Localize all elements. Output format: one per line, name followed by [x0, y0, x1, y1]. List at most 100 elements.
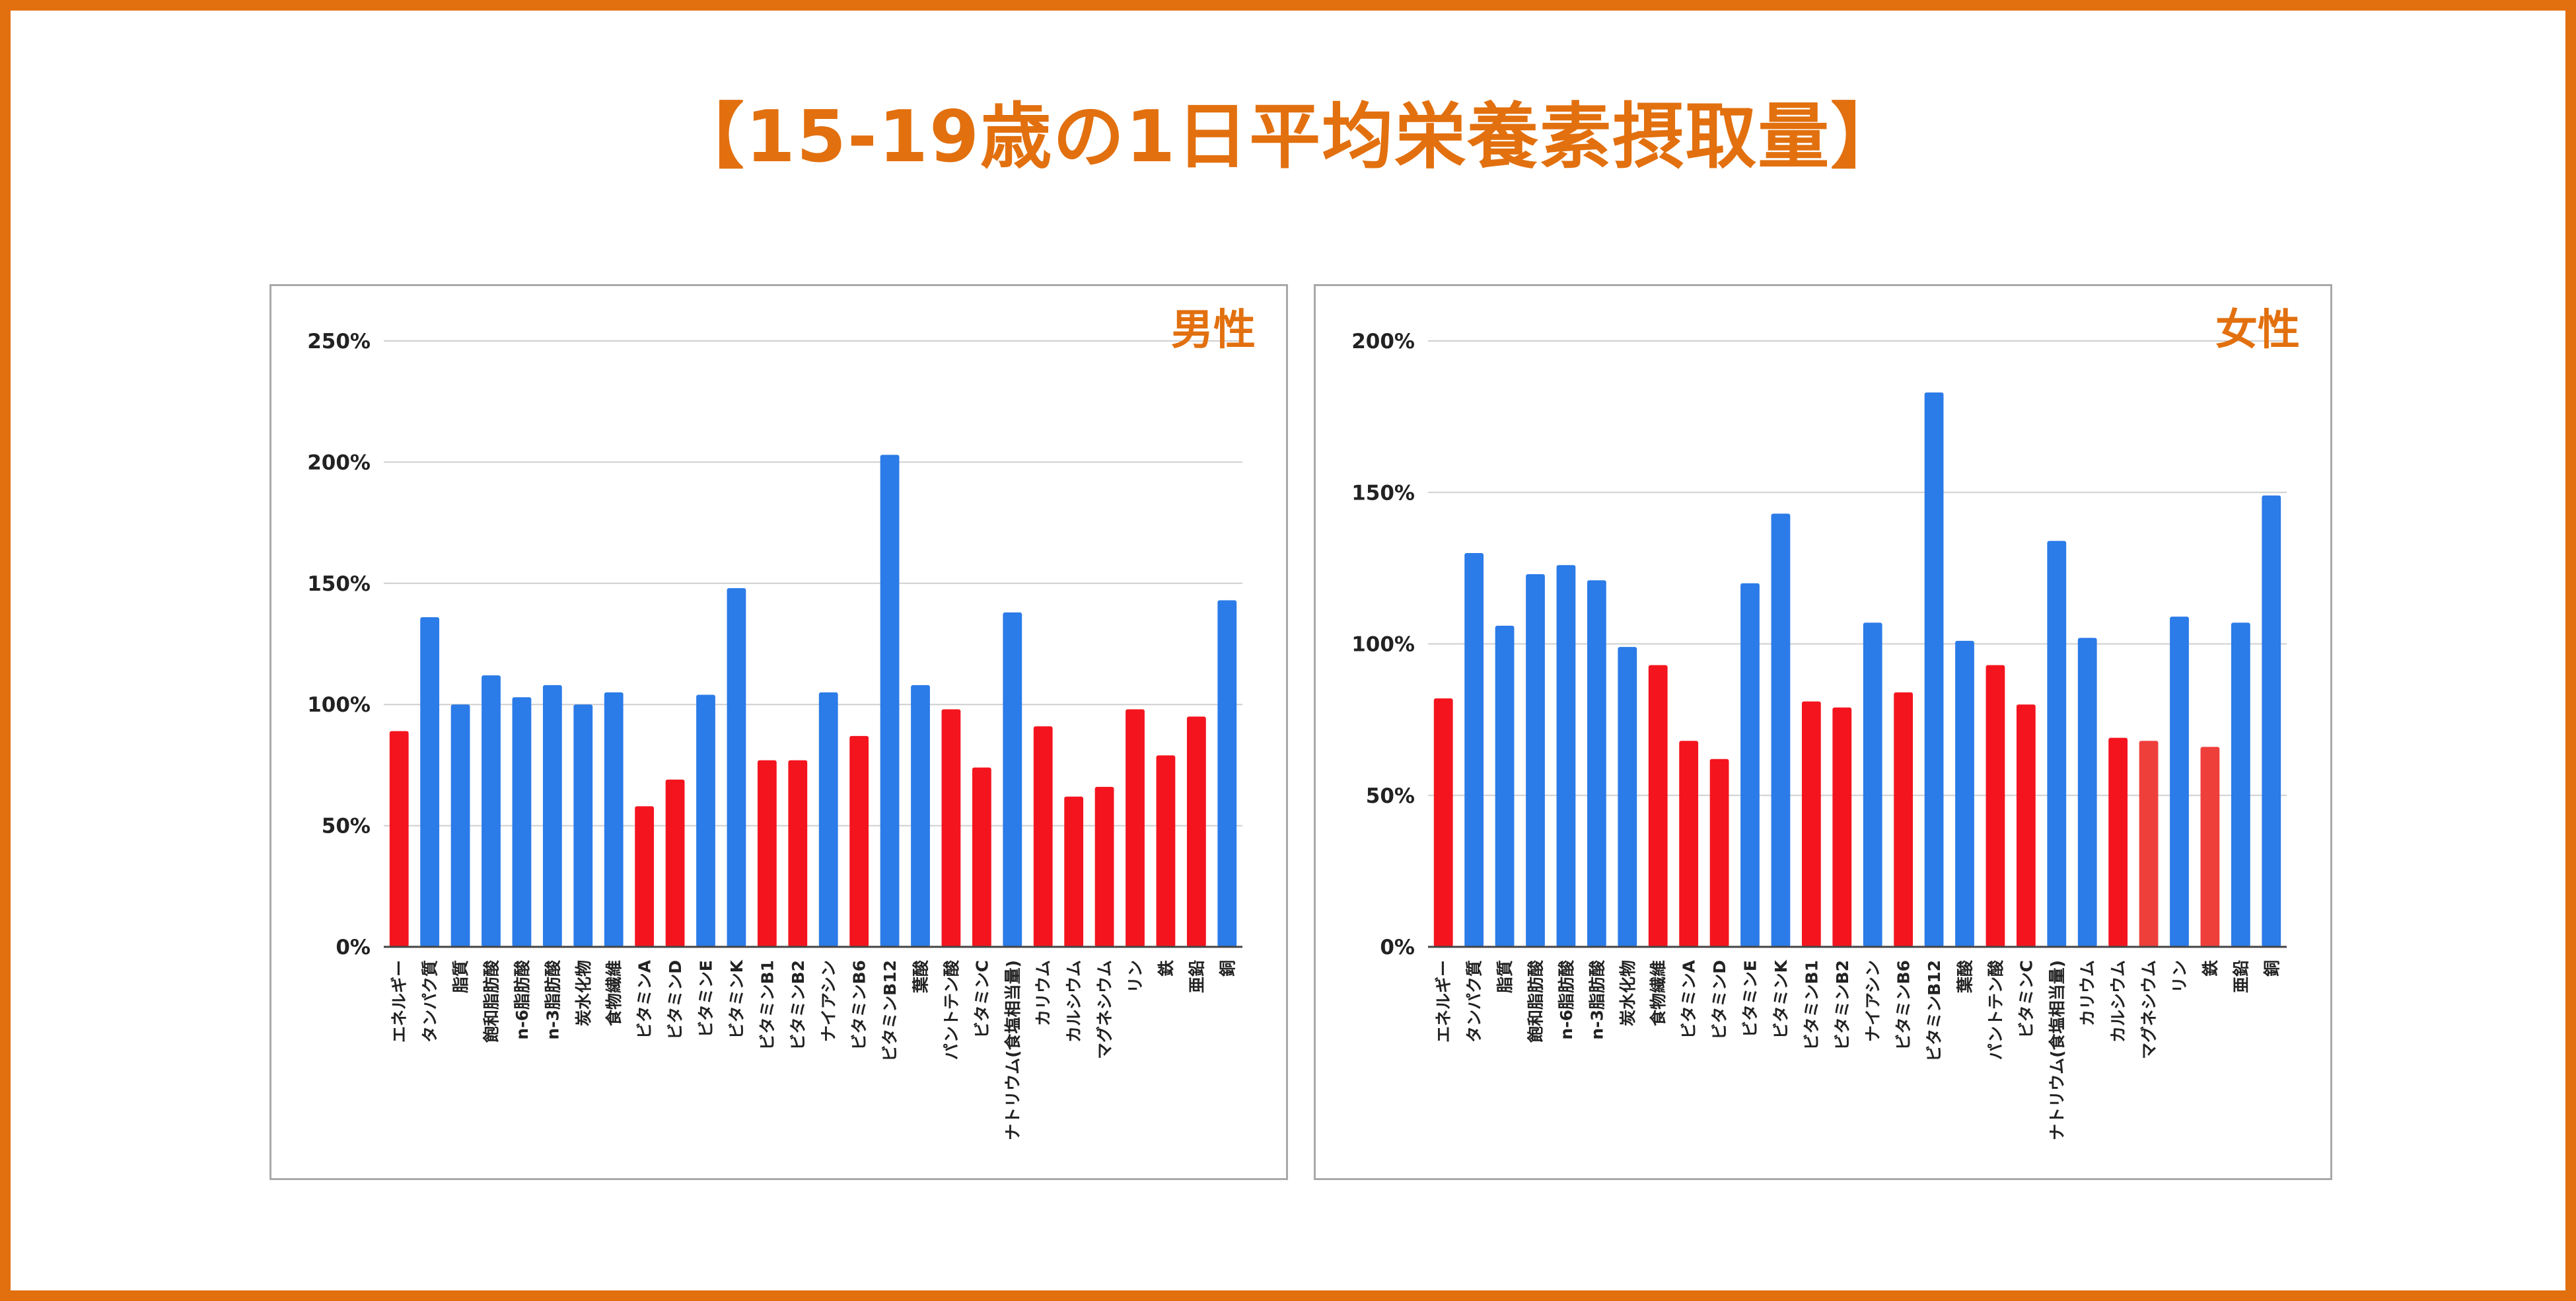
bar-ビタミンA: [635, 806, 655, 947]
x-tick-label: カリウム: [2078, 960, 2097, 1026]
x-tick-label: ビタミンB2: [1833, 960, 1852, 1050]
bar-ナトリウム(食塩相当量): [1003, 612, 1022, 947]
x-tick-label: パントテン酸: [1986, 959, 2005, 1060]
x-tick-label: ナイアシン: [819, 960, 838, 1042]
x-tick-label: リン: [2170, 960, 2190, 993]
bar-ビタミンB2: [1832, 707, 1852, 947]
x-tick-label: カルシウム: [1065, 960, 1084, 1043]
y-tick-label: 0%: [1380, 936, 1415, 959]
bar-カリウム: [1033, 726, 1053, 947]
page-title: 【15-19歳の1日平均栄養素摂取量】: [672, 96, 1904, 178]
bar-ビタミンE: [1740, 583, 1760, 947]
x-tick-label: n-3脂肪酸: [1587, 959, 1606, 1040]
x-tick-label: マグネシウム: [1095, 960, 1114, 1059]
bar-食物繊維: [1648, 665, 1668, 947]
x-tick-label: n-6脂肪酸: [1557, 959, 1576, 1040]
bar-ビタミンB6: [849, 735, 869, 947]
bar-n-6脂肪酸: [1556, 565, 1576, 947]
bar-葉酸: [1955, 640, 1974, 947]
y-tick-label: 50%: [322, 815, 371, 838]
bar-リン: [1126, 709, 1145, 947]
x-tick-label: ビタミンB6: [850, 960, 869, 1050]
bar-ビタミンE: [696, 694, 715, 947]
bar-ビタミンB1: [757, 760, 777, 947]
x-tick-label: ビタミンB12: [880, 960, 900, 1062]
x-tick-label: ビタミンB6: [1894, 960, 1914, 1050]
x-tick-label: ビタミンD: [666, 960, 685, 1040]
x-tick-label: n-3脂肪酸: [543, 959, 562, 1040]
x-tick-label: ナトリウム(食塩相当量): [2048, 960, 2067, 1140]
x-tick-label: 飽和脂肪酸: [1526, 959, 1546, 1043]
y-tick-label: 0%: [336, 936, 371, 959]
x-tick-label: エネルギー: [1434, 960, 1453, 1043]
male-chart-panel: 0% 50% 100% 150% 200% 250% エネルギー タンパク質 脂質 飽和脂肪酸 n-…: [269, 284, 1288, 1180]
y-tick-label: 100%: [1351, 633, 1415, 657]
x-tick-label: 脂質: [451, 960, 470, 993]
bar-葉酸: [911, 685, 930, 947]
y-tick-label: 100%: [307, 693, 371, 717]
bar-炭水化物: [1618, 647, 1637, 947]
chart-title: 男性: [1171, 306, 1256, 355]
x-tick-label: 食物繊維: [1649, 960, 1668, 1026]
x-tick-label: 食物繊維: [604, 960, 624, 1026]
x-tick-label: カルシウム: [2109, 960, 2128, 1043]
female-chart: 0% 50% 100% 150% 200% エネルギー タンパク質 脂質 飽和脂肪酸 n-6脂肪酸…: [1351, 306, 2300, 1140]
x-tick-label: 亜鉛: [2231, 960, 2250, 993]
y-tick-label: 200%: [307, 451, 371, 474]
bar-ビタミンB1: [1801, 701, 1821, 947]
x-tick-label: マグネシウム: [2139, 960, 2159, 1059]
x-tick-label: ビタミンC: [2017, 960, 2036, 1038]
x-tick-label: 鉄: [1157, 960, 1176, 977]
bar-ナイアシン: [818, 692, 838, 947]
chart-title: 女性: [2215, 306, 2300, 355]
bar-n-6脂肪酸: [512, 697, 532, 947]
bar-ビタミンB12: [1924, 392, 1944, 947]
bar-脂質: [1495, 625, 1515, 947]
bar-ナトリウム(食塩相当量): [2047, 540, 2067, 947]
x-tick-label: 脂質: [1495, 960, 1515, 993]
y-tick-label: 200%: [1351, 330, 1415, 353]
bar-ビタミンK: [727, 588, 746, 947]
x-tick-label: ビタミンD: [1710, 960, 1729, 1040]
x-tick-label: パントテン酸: [942, 959, 961, 1060]
x-tick-label: 銅: [2262, 960, 2281, 977]
x-tick-label: 銅: [1218, 960, 1237, 977]
bar-ビタミンC: [2016, 704, 2036, 947]
bar-パントテン酸: [941, 709, 961, 947]
bar-ビタミンA: [1679, 741, 1699, 947]
bar-パントテン酸: [1986, 665, 2005, 947]
y-tick-label: 150%: [1351, 481, 1415, 505]
x-tick-label: ビタミンC: [972, 960, 991, 1038]
bar-ビタミンD: [665, 779, 685, 947]
x-tick-label: エネルギー: [390, 960, 409, 1043]
bar-食物繊維: [604, 692, 624, 947]
x-tick-label: ビタミンE: [697, 960, 716, 1037]
x-tick-label: カリウム: [1034, 960, 1053, 1026]
x-tick-label: 葉酸: [912, 959, 931, 994]
y-tick-label: 250%: [307, 330, 371, 353]
bar-n-3脂肪酸: [542, 685, 562, 947]
x-tick-label: 亜鉛: [1187, 960, 1206, 993]
bar-マグネシウム: [2139, 741, 2159, 947]
bar-銅: [2262, 495, 2281, 947]
bar-銅: [1217, 600, 1237, 947]
x-tick-label: ビタミンB1: [758, 960, 777, 1050]
bar-脂質: [450, 704, 470, 947]
bar-ビタミンB12: [880, 455, 900, 947]
bar-リン: [2170, 616, 2189, 947]
bar-カルシウム: [1064, 796, 1084, 947]
x-tick-label: 鉄: [2201, 960, 2220, 977]
x-tick-label: 炭水化物: [1618, 960, 1637, 1026]
y-tick-label: 150%: [307, 572, 371, 596]
x-tick-label: n-6脂肪酸: [513, 959, 532, 1040]
female-chart-panel: 0% 50% 100% 150% 200% エネルギー タンパク質 脂質 飽和脂肪酸 n-6脂肪酸…: [1314, 284, 2332, 1180]
bar-ビタミンB6: [1894, 692, 1914, 947]
x-tick-label: リン: [1126, 960, 1145, 993]
x-tick-label: ビタミンE: [1741, 960, 1760, 1037]
bar-飽和脂肪酸: [1526, 574, 1545, 947]
bar-ビタミンC: [972, 767, 991, 947]
x-tick-label: 葉酸: [1956, 959, 1975, 994]
bar-鉄: [2200, 747, 2220, 947]
bar-ビタミンK: [1771, 513, 1791, 947]
x-tick-label: ビタミンA: [635, 959, 655, 1039]
